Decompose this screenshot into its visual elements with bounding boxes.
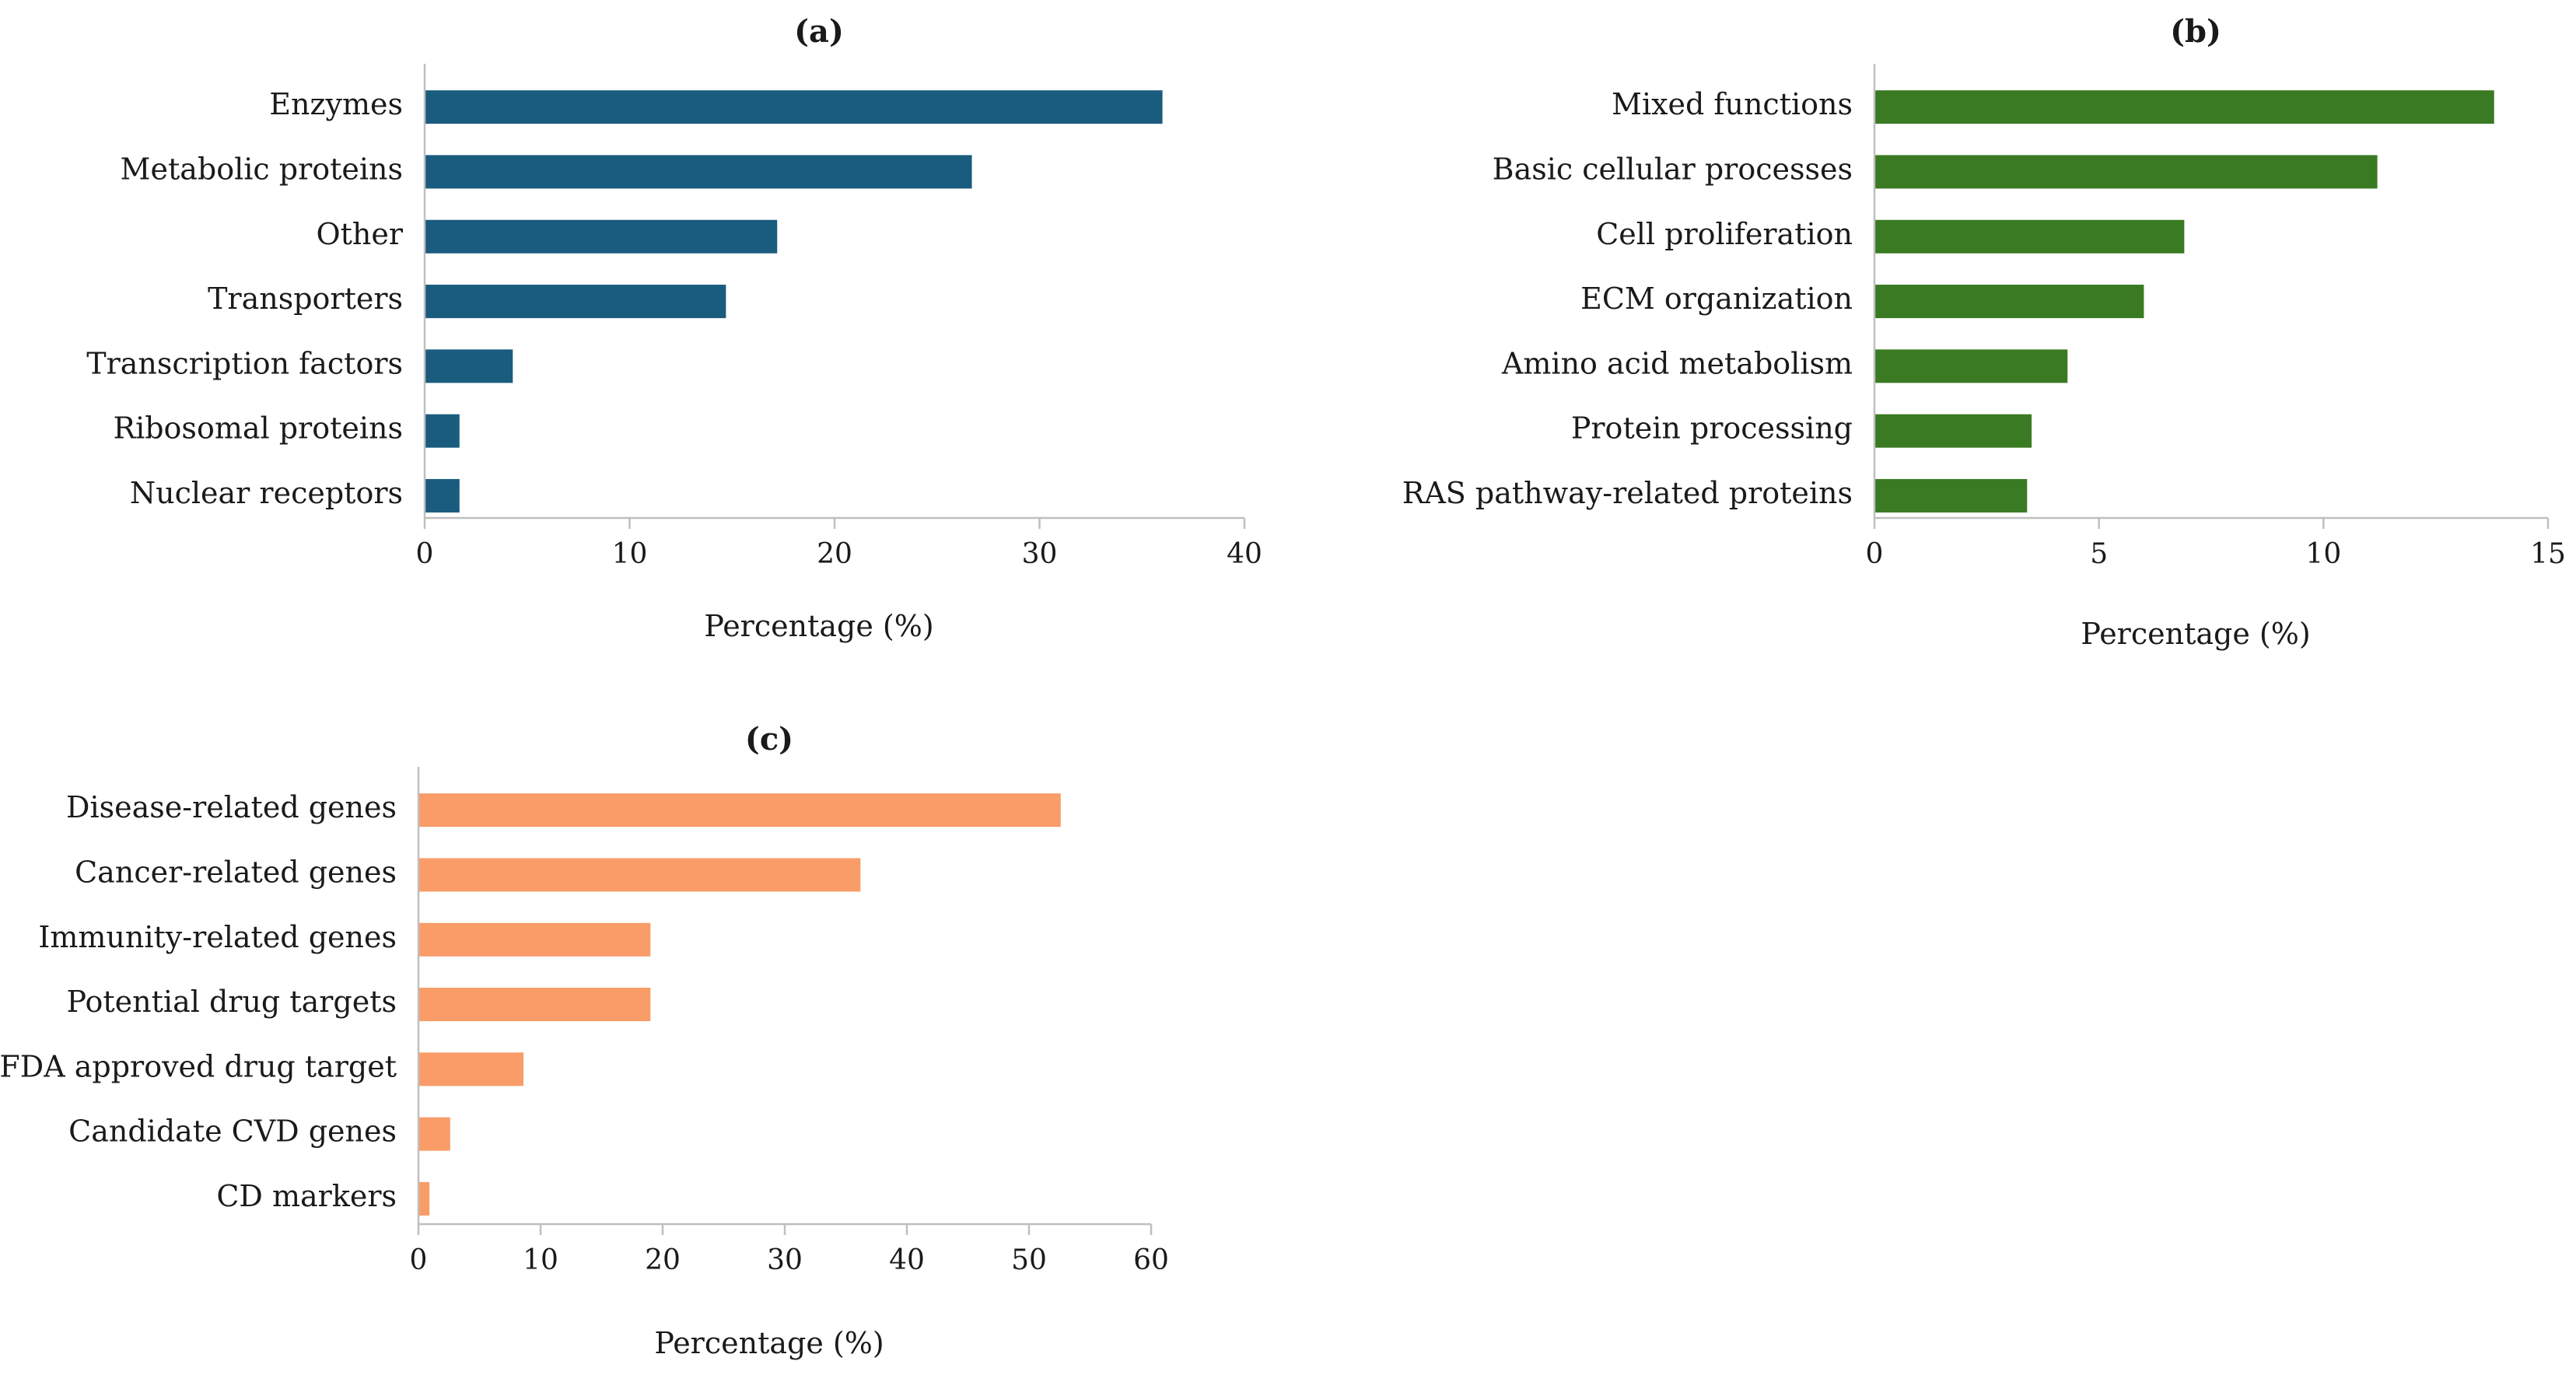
panel-a-category-label: Metabolic proteins [121, 152, 403, 186]
panel-a-bar-2 [425, 155, 972, 189]
panel-c-tick-label: 40 [889, 1244, 925, 1276]
panel-c-tick-label: 20 [645, 1244, 681, 1276]
panel-b-title: (b) [2170, 13, 2221, 50]
panel-a-category-label: Other [316, 217, 403, 251]
panel-b-bar-2 [1874, 155, 2378, 189]
panel-b-category-label: ECM organization [1580, 282, 1853, 316]
panel-a-x-axis-title: Percentage (%) [704, 609, 933, 643]
panel-a-category-label: Ribosomal proteins [113, 411, 403, 446]
panel-c-x-axis-title: Percentage (%) [654, 1326, 884, 1360]
panel-b-bar-7 [1874, 478, 2028, 513]
panel-b-category-label: Cell proliferation [1596, 217, 1853, 251]
panel-a-category-label: Transcription factors [86, 346, 403, 380]
panel-a-title: (a) [794, 13, 844, 50]
panel-b-x-axis-title: Percentage (%) [2081, 617, 2310, 651]
panel-c-category-label: Candidate CVD genes [68, 1114, 397, 1149]
panel-b-bar-4 [1874, 285, 2144, 319]
panel-c-tick-label: 0 [410, 1244, 428, 1276]
panel-b-bar-5 [1874, 349, 2068, 383]
panel-c-bar-4 [418, 988, 651, 1022]
panel-c-tick-label: 60 [1133, 1244, 1169, 1276]
panel-b: (b) Mixed functions Basic cellular process… [1402, 13, 2566, 651]
panel-b-category-label: RAS pathway-related proteins [1402, 476, 1853, 510]
panel-c-category-label: FDA approved drug target [0, 1049, 397, 1083]
panel-b-category-label: Protein processing [1571, 411, 1853, 446]
panel-a-tick-label: 0 [416, 538, 434, 570]
panel-b-category-label: Amino acid metabolism [1501, 346, 1853, 380]
panel-b-tick-label: 15 [2530, 538, 2566, 570]
panel-a-bar-5 [425, 349, 513, 383]
panel-c-category-label: CD markers [216, 1179, 397, 1213]
panel-a-tick-label: 30 [1022, 538, 1058, 570]
panel-c-bar-3 [418, 922, 651, 957]
panel-c-category-label: Disease-related genes [66, 790, 397, 824]
panel-a-tick-label: 10 [612, 538, 648, 570]
panel-b-category-label: Basic cellular processes [1493, 152, 1853, 186]
panel-c-tick-label: 50 [1011, 1244, 1047, 1276]
panel-a-category-label: Enzymes [269, 87, 403, 121]
panel-a-bar-7 [425, 478, 460, 513]
panel-c-bar-5 [418, 1052, 524, 1086]
panel-b-category-label: Mixed functions [1612, 87, 1853, 121]
panel-b-tick-label: 5 [2090, 538, 2108, 570]
panel-c-bar-1 [418, 793, 1061, 827]
panel-a: (a) Enzymes Metabolic proteins Other Transpo… [86, 13, 1262, 643]
panel-a-bar-4 [425, 285, 726, 319]
panel-c-tick-label: 30 [767, 1244, 803, 1276]
panel-c: (c) Disease-related genes Cancer-related g… [0, 721, 1169, 1360]
panel-c-category-label: Immunity-related genes [38, 920, 397, 954]
panel-b-bar-3 [1874, 219, 2185, 254]
panel-b-bar-6 [1874, 414, 2032, 448]
panel-c-bar-7 [418, 1181, 430, 1216]
panel-b-bar-1 [1874, 90, 2494, 124]
panel-b-tick-label: 0 [1866, 538, 1884, 570]
panel-c-bar-2 [418, 858, 861, 892]
panel-c-bar-6 [418, 1117, 450, 1151]
panel-c-title: (c) [745, 721, 793, 757]
panel-c-category-label: Cancer-related genes [75, 855, 397, 889]
panel-c-tick-label: 10 [523, 1244, 558, 1276]
panel-a-category-label: Nuclear receptors [130, 476, 403, 510]
panel-a-category-label: Transporters [208, 282, 403, 316]
panel-a-tick-label: 40 [1227, 538, 1262, 570]
panel-a-bar-1 [425, 90, 1163, 124]
panel-a-bar-3 [425, 219, 778, 254]
panel-a-tick-label: 20 [817, 538, 852, 570]
panel-a-bar-6 [425, 414, 460, 448]
panel-c-category-label: Potential drug targets [67, 985, 397, 1019]
panel-b-tick-label: 10 [2305, 538, 2341, 570]
